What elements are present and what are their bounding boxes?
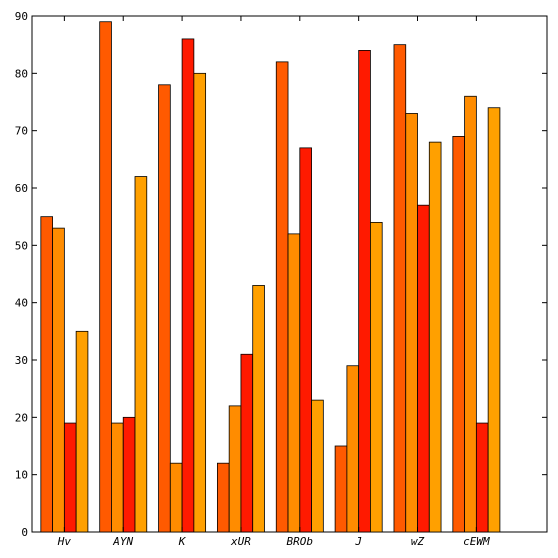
bar-xUR-series-2 bbox=[228, 405, 242, 533]
bar-AYN-series-3 bbox=[122, 416, 136, 533]
bar-BROb-series-3 bbox=[299, 147, 312, 533]
bar-cEWM-series-3 bbox=[475, 422, 489, 533]
bar-Hv-series-3 bbox=[63, 422, 77, 533]
bars-group bbox=[40, 21, 501, 533]
bar-cEWM-series-2 bbox=[464, 95, 477, 533]
bar-xUR-series-4 bbox=[252, 285, 265, 533]
y-tick-label: 80 bbox=[15, 67, 28, 80]
bar-BROb-series-2 bbox=[287, 233, 301, 533]
bar-xUR-series-3 bbox=[240, 353, 254, 533]
bar-J-series-2 bbox=[346, 365, 360, 533]
bar-cEWM-series-1 bbox=[452, 135, 465, 533]
bar-wZ-series-3 bbox=[417, 204, 430, 533]
bar-Hv-series-1 bbox=[40, 216, 54, 533]
x-tick-label-xUR: xUR bbox=[230, 535, 251, 548]
bar-J-series-4 bbox=[370, 221, 383, 533]
x-tick-label-wZ: wZ bbox=[411, 535, 425, 548]
y-axis: 0 10 20 30 40 50 60 70 80 90 bbox=[15, 10, 547, 539]
bar-AYN-series-4 bbox=[134, 176, 148, 533]
bar-xUR-series-1 bbox=[216, 462, 230, 533]
bar-AYN-series-2 bbox=[111, 422, 124, 533]
bar-BROb-series-1 bbox=[275, 61, 289, 533]
bar-Hv-series-4 bbox=[75, 330, 89, 533]
x-tick-label-AYN: AYN bbox=[112, 535, 133, 548]
y-tick-label: 50 bbox=[15, 239, 28, 252]
bar-AYN-series-1 bbox=[99, 21, 112, 533]
y-tick-label: 30 bbox=[15, 354, 28, 367]
bar-J-series-1 bbox=[334, 445, 348, 533]
x-tick-label-J: J bbox=[354, 535, 362, 548]
y-tick-label: 10 bbox=[15, 469, 28, 482]
x-tick-label-Hv: Hv bbox=[57, 535, 72, 548]
bar-Hv-series-2 bbox=[52, 227, 65, 533]
bar-wZ-series-2 bbox=[405, 113, 418, 533]
x-tick-label-BROb: BROb bbox=[287, 535, 314, 548]
bar-wZ-series-4 bbox=[428, 141, 442, 533]
y-tick-label: 20 bbox=[15, 411, 28, 424]
y-tick-label: 0 bbox=[21, 526, 28, 539]
y-tick-label: 70 bbox=[15, 125, 28, 138]
bar-wZ-series-1 bbox=[393, 44, 407, 533]
x-tick-label-cEWM: cEWM bbox=[463, 535, 490, 548]
bar-BROb-series-4 bbox=[311, 399, 324, 533]
bar-K-series-4 bbox=[193, 72, 207, 533]
bar-K-series-1 bbox=[158, 84, 171, 533]
y-tick-label: 60 bbox=[15, 182, 28, 195]
bar-K-series-3 bbox=[181, 38, 195, 533]
bar-K-series-2 bbox=[169, 462, 183, 533]
y-tick-label: 40 bbox=[15, 297, 28, 310]
bar-J-series-3 bbox=[358, 50, 371, 533]
x-tick-label-K: K bbox=[178, 535, 187, 548]
bar-cEWM-series-4 bbox=[487, 107, 501, 533]
y-tick-label: 90 bbox=[15, 10, 28, 23]
